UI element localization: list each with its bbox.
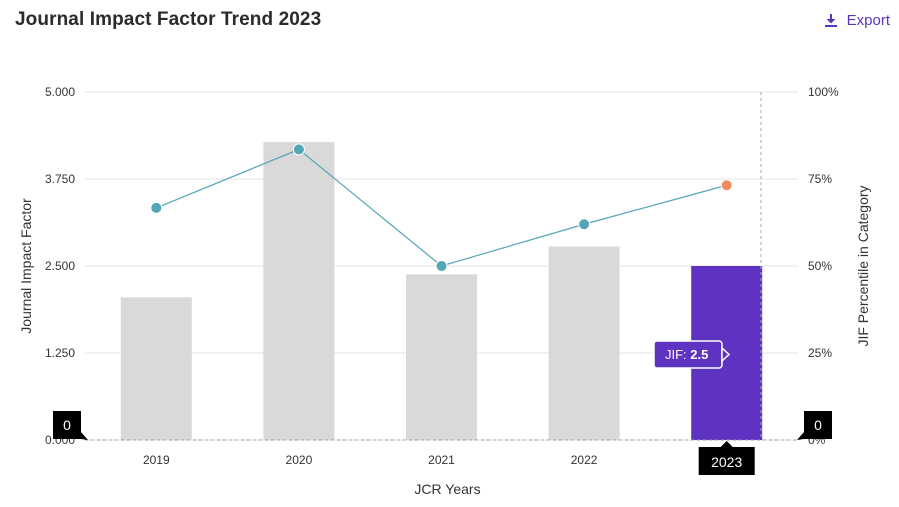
crosshair-y-right-badge: 0 (797, 411, 832, 440)
bar (263, 142, 335, 440)
export-button[interactable]: Export (824, 12, 890, 29)
x-tick-label: 2022 (571, 453, 598, 467)
crosshair-y-left-badge: 0 (53, 411, 88, 440)
y-axis-title: Journal Impact Factor (18, 198, 34, 334)
chart-title: Journal Impact Factor Trend 2023 (15, 9, 322, 30)
y-right-badge-label: 0 (814, 417, 822, 433)
y-right-badge-bg (804, 411, 832, 439)
bar (548, 246, 620, 440)
x-tick-label: 2021 (428, 453, 455, 467)
x-tick-label: 2019 (143, 453, 170, 467)
percentile-point (578, 218, 591, 231)
y2-tick-label: 50% (808, 259, 832, 273)
y2-axis-title: JIF Percentile in Category (855, 185, 871, 346)
tooltip-value: 2.5 (690, 347, 708, 362)
download-icon (824, 14, 837, 27)
tooltip-label: JIF: (665, 347, 690, 362)
jif-tooltip: JIF: 2.5 (653, 340, 731, 369)
tooltip-text: JIF: 2.5 (665, 347, 708, 362)
x-badge-label: 2023 (711, 454, 742, 470)
percentile-point (435, 260, 448, 272)
x-axis-title: JCR Years (414, 481, 480, 497)
percentile-line (156, 148, 727, 267)
y-tick-label: 5.000 (45, 85, 75, 99)
tooltip-pointer (721, 346, 731, 363)
y-tick-label: 3.750 (45, 172, 75, 186)
y-left-badge-bg (53, 411, 81, 439)
x-badge-pointer (720, 441, 733, 447)
y2-tick-label: 75% (808, 172, 832, 186)
y-left-badge-label: 0 (63, 417, 71, 433)
y-left-badge-pointer (81, 432, 88, 440)
y2-tick-label: 25% (808, 346, 832, 360)
bar (120, 297, 192, 440)
x-tick-label: 2020 (286, 453, 313, 467)
percentile-point (292, 143, 305, 156)
y-tick-label: 1.250 (45, 346, 75, 360)
percentile-point (150, 201, 163, 214)
crosshair-x-badge: 2023 (698, 441, 755, 475)
export-label: Export (846, 12, 890, 29)
y2-tick-label: 100% (808, 85, 839, 99)
x-badge-bg (698, 447, 755, 475)
y-right-badge-pointer (797, 432, 804, 440)
percentile-point (720, 179, 733, 192)
chart-header: Journal Impact Factor Trend 2023 Export (0, 0, 899, 44)
bar (406, 274, 477, 440)
y-tick-label: 2.500 (45, 259, 75, 273)
